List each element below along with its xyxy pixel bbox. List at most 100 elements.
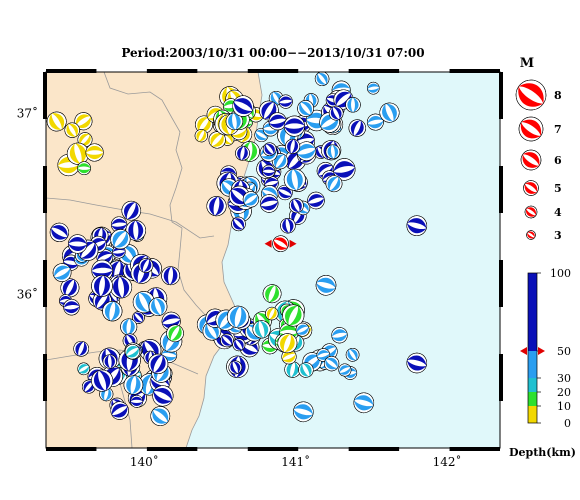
focal-mechanism (220, 333, 234, 348)
focal-mechanism (152, 385, 174, 407)
main-event-mechanism (272, 235, 289, 252)
depth-bar-50-100 (528, 273, 537, 351)
depth-bar-10-20 (528, 392, 537, 406)
focal-mechanism (46, 111, 67, 132)
focal-mechanism (60, 278, 80, 298)
focal-mechanism (379, 102, 400, 123)
focal-mechanism (130, 394, 144, 408)
focal-mechanism (281, 349, 297, 365)
depth-bar-frame (527, 272, 538, 424)
focal-mechanism (338, 363, 352, 377)
magnitude-symbol-3 (526, 230, 536, 240)
magnitude-symbol-5 (523, 180, 539, 196)
focal-mechanism (328, 105, 344, 121)
main-event-arrow-left-icon (264, 239, 272, 248)
focal-mechanism (110, 276, 133, 299)
focal-mechanism (345, 348, 360, 362)
focal-mechanism (148, 297, 168, 316)
lat-label-37: 37˚ (17, 106, 38, 121)
focal-mechanism (102, 301, 123, 322)
focal-mechanism (166, 324, 184, 343)
magnitude-legend: M 8 7 6 5 4 3 (515, 56, 562, 242)
focal-mechanism (325, 175, 343, 193)
magnitude-label-3: 3 (554, 229, 562, 242)
depth-tick-10: 10 (557, 400, 571, 413)
focal-mechanism (277, 184, 293, 201)
magnitude-legend-symbols (515, 79, 547, 240)
focal-mechanism (123, 375, 144, 395)
focal-mechanism (278, 94, 293, 109)
focal-mechanism (68, 234, 88, 254)
magnitude-symbol-4 (524, 205, 538, 219)
focal-mechanism (265, 306, 279, 321)
focal-mechanism (91, 369, 114, 392)
focal-mechanism (353, 392, 375, 414)
depth-tick-0: 0 (564, 417, 571, 430)
focal-mechanism (147, 353, 169, 375)
focal-mechanism (283, 115, 305, 137)
focal-mechanism (295, 322, 310, 337)
focal-mechanism (331, 327, 348, 344)
magnitude-symbol-8 (515, 79, 547, 111)
magnitude-label-4: 4 (554, 206, 562, 219)
focal-mechanism (110, 401, 129, 420)
lon-label-140: 140˚ (130, 454, 159, 469)
lat-label-36: 36˚ (17, 286, 38, 301)
latitude-labels: 37˚ 36˚ (17, 106, 38, 302)
depth-marker-icon (520, 347, 545, 355)
depth-tick-30: 30 (557, 372, 571, 385)
focal-mechanism (262, 164, 276, 178)
depth-bar-30-50 (528, 351, 537, 378)
magnitude-label-6: 6 (554, 154, 562, 167)
focal-mechanism (260, 194, 279, 213)
focal-mechanism (298, 362, 314, 378)
depth-legend: 100 50 30 20 10 0 Depth(km) (509, 267, 576, 459)
depth-tick-20: 20 (557, 386, 571, 399)
focal-mechanism (345, 97, 361, 113)
focal-mechanism (231, 216, 246, 232)
focal-mechanism (325, 144, 341, 160)
longitude-labels: 140˚ 141˚ 142˚ (130, 454, 462, 469)
lon-label-141: 141˚ (281, 454, 310, 469)
focal-mechanism (110, 216, 128, 233)
focal-mechanism (307, 191, 325, 210)
focal-mechanism (323, 355, 340, 372)
focal-mechanism (102, 354, 117, 369)
earthquake-mechanisms (46, 72, 428, 426)
focal-mechanism (91, 275, 113, 297)
focal-mechanism (367, 81, 380, 95)
focal-mechanism (293, 401, 314, 423)
focal-mechanism (262, 142, 277, 156)
map-border-scale (43, 69, 503, 451)
focal-mechanism (64, 122, 80, 138)
focal-mechanism (49, 222, 69, 242)
map-title: Period:2003/10/31 00:00−−2013/10/31 07:0… (121, 46, 424, 60)
focal-mechanism (366, 113, 384, 131)
focal-mechanism (63, 299, 80, 316)
lon-label-142: 142˚ (433, 454, 462, 469)
focal-mechanism (85, 143, 104, 162)
focal-mechanism (228, 360, 243, 375)
magnitude-label-8: 8 (554, 89, 562, 102)
focal-mechanism (150, 406, 171, 426)
focal-mechanism (282, 304, 305, 327)
main-event-arrow-right-icon (289, 239, 297, 248)
focal-mechanism (125, 220, 146, 241)
magnitude-label-5: 5 (554, 182, 562, 195)
focal-mechanism (242, 191, 259, 208)
focal-mechanism (73, 340, 90, 357)
focal-mechanism (406, 352, 428, 374)
focal-mechanism (348, 119, 366, 137)
focal-mechanism (206, 196, 227, 217)
map-area (43, 69, 503, 451)
focal-mechanism (289, 198, 304, 213)
depth-legend-title: Depth(km) (509, 446, 576, 459)
magnitude-label-7: 7 (554, 123, 562, 136)
main-event-marker (264, 235, 297, 252)
focal-mechanism (235, 145, 250, 161)
magnitude-legend-title: M (520, 56, 534, 71)
focal-mechanism (314, 72, 330, 87)
focal-mechanism (285, 138, 301, 154)
magnitude-symbol-7 (518, 116, 544, 142)
focal-mechanism (232, 95, 254, 117)
